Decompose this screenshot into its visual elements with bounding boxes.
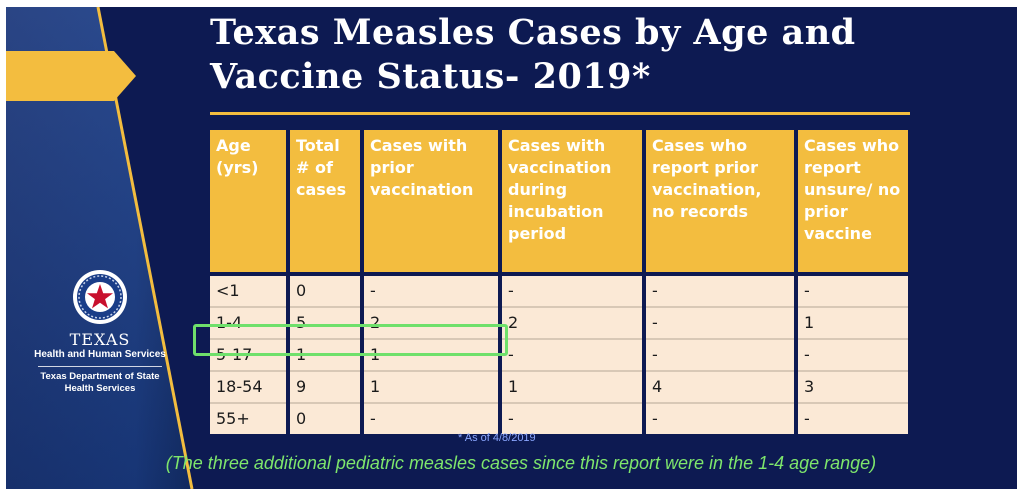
gold-arrow-banner	[6, 51, 136, 101]
cell-incubation-vaccination: -	[498, 338, 644, 371]
cell-prior-vaccination: 2	[360, 306, 500, 339]
cell-incubation-vaccination: -	[498, 272, 644, 307]
cell-total: 9	[286, 370, 362, 403]
cell-total: 1	[286, 338, 362, 371]
table-row: 55+ 0 - - - -	[210, 402, 908, 434]
table-header-row: Age (yrs) Total # of cases Cases with pr…	[210, 130, 908, 274]
cell-unsure: -	[794, 272, 908, 307]
cell-no-records: -	[642, 272, 796, 307]
cell-incubation-vaccination: -	[498, 402, 644, 434]
cell-unsure: 1	[794, 306, 908, 339]
header-prior-vaccination: Cases with prior vaccination	[360, 130, 500, 274]
cell-age: 55+	[210, 402, 288, 434]
annotation-note: (The three additional pediatric measles …	[165, 453, 877, 473]
table-row: <1 0 - - - -	[210, 272, 908, 307]
footnote: * As of 4/8/2019	[458, 432, 536, 444]
cell-age: <1	[210, 272, 288, 307]
cell-no-records: -	[642, 306, 796, 339]
slide: Texas Measles Cases by Age and Vaccine S…	[6, 7, 1017, 489]
logo-hhs-text: Health and Human Services	[34, 349, 166, 360]
cell-prior-vaccination: 1	[360, 370, 500, 403]
cell-total: 0	[286, 272, 362, 307]
logo-divider	[38, 366, 162, 367]
header-unsure-no-prior-vaccine: Cases who report unsure/ no prior vaccin…	[794, 130, 908, 274]
logo-dept-line2: Health Services	[64, 383, 136, 394]
cell-age: 18-54	[210, 370, 288, 403]
header-vaccination-during-incubation: Cases with vaccination during incubation…	[498, 130, 644, 274]
cell-incubation-vaccination: 2	[498, 306, 644, 339]
texas-hhs-logo: TEXAS Health and Human Services Texas De…	[26, 269, 174, 409]
texas-star-seal-icon	[73, 270, 127, 324]
cell-age: 5-17	[210, 338, 288, 371]
logo-dept-line1: Texas Department of State	[40, 371, 160, 382]
measles-cases-table: Age (yrs) Total # of cases Cases with pr…	[210, 130, 908, 434]
logo-texas-wordmark: TEXAS	[69, 330, 131, 349]
cell-no-records: -	[642, 338, 796, 371]
cell-prior-vaccination: 1	[360, 338, 500, 371]
cell-no-records: -	[642, 402, 796, 434]
cell-total: 5	[286, 306, 362, 339]
cell-age: 1-4	[210, 306, 288, 339]
table-row: 1-4 5 2 2 - 1	[210, 306, 908, 339]
table-row: 18-54 9 1 1 4 3	[210, 370, 908, 403]
header-prior-vaccination-no-records: Cases who report prior vaccination, no r…	[642, 130, 796, 274]
cell-unsure: -	[794, 338, 908, 371]
cell-prior-vaccination: -	[360, 402, 500, 434]
cell-unsure: 3	[794, 370, 908, 403]
cell-total: 0	[286, 402, 362, 434]
cell-incubation-vaccination: 1	[498, 370, 644, 403]
cell-unsure: -	[794, 402, 908, 434]
cell-prior-vaccination: -	[360, 272, 500, 307]
cell-no-records: 4	[642, 370, 796, 403]
table-row: 5-17 1 1 - - -	[210, 338, 908, 371]
header-age: Age (yrs)	[210, 130, 288, 274]
header-total-cases: Total # of cases	[286, 130, 362, 274]
title-underline	[210, 112, 910, 115]
slide-title: Texas Measles Cases by Age and Vaccine S…	[210, 12, 856, 97]
